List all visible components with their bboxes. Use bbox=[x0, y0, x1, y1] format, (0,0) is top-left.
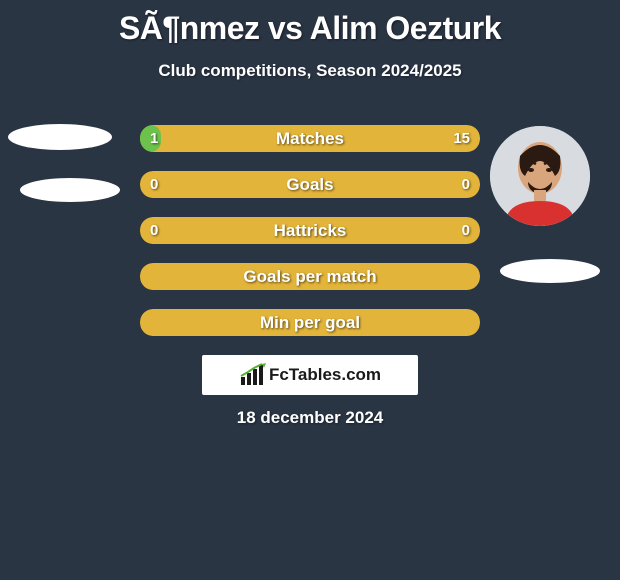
bar-label: Min per goal bbox=[140, 309, 480, 336]
bar-label: Goals per match bbox=[140, 263, 480, 290]
bar-value-left: 0 bbox=[150, 171, 158, 198]
bar-label: Matches bbox=[140, 125, 480, 152]
decorative-ellipse bbox=[20, 178, 120, 202]
bar-value-right: 0 bbox=[462, 217, 470, 244]
stat-bar: Min per goal bbox=[140, 309, 480, 336]
logo-text: FcTables.com bbox=[269, 365, 381, 385]
bar-chart-icon bbox=[239, 363, 267, 387]
player-portrait-icon bbox=[490, 126, 590, 226]
bar-value-right: 15 bbox=[453, 125, 470, 152]
bar-label: Hattricks bbox=[140, 217, 480, 244]
stats-bars: Matches115Goals00Hattricks00Goals per ma… bbox=[140, 125, 480, 355]
page-title: SÃ¶nmez vs Alim Oezturk bbox=[0, 0, 620, 47]
stat-bar: Matches1 15 bbox=[140, 125, 480, 152]
bar-value-left: 1 bbox=[150, 125, 158, 152]
stat-bar: Goals per match bbox=[140, 263, 480, 290]
fctables-logo: FcTables.com bbox=[202, 355, 418, 395]
bar-value-left: 0 bbox=[150, 217, 158, 244]
decorative-ellipse bbox=[8, 124, 112, 150]
stat-bar: Hattricks0 0 bbox=[140, 217, 480, 244]
season-subtitle: Club competitions, Season 2024/2025 bbox=[0, 61, 620, 81]
stat-bar: Goals0 0 bbox=[140, 171, 480, 198]
bar-label: Goals bbox=[140, 171, 480, 198]
snapshot-date: 18 december 2024 bbox=[0, 408, 620, 428]
player2-avatar bbox=[490, 126, 590, 226]
bar-value-right: 0 bbox=[462, 171, 470, 198]
decorative-ellipse bbox=[500, 259, 600, 283]
